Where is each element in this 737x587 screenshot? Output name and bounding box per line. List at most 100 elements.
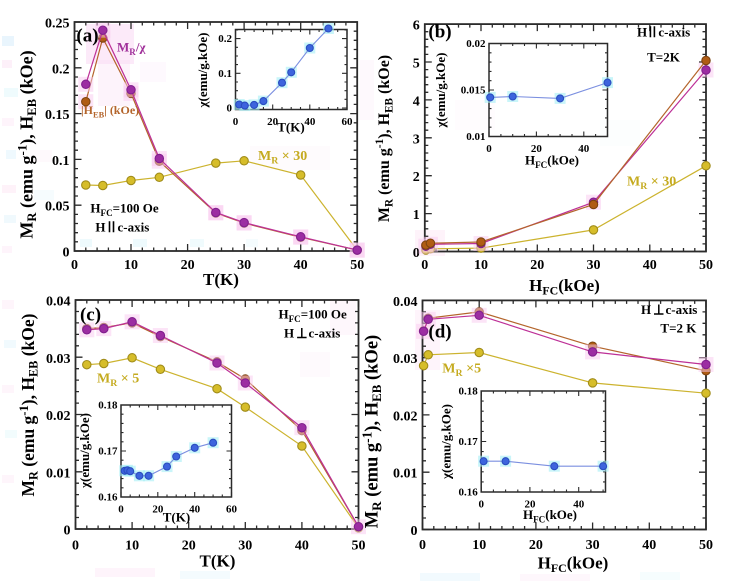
svg-text:HFC​(kOe): HFC​(kOe) [538,554,609,576]
svg-text:0.16: 0.16 [458,487,478,499]
svg-text:0.02: 0.02 [466,38,486,50]
svg-text:MR​ (emu g-1​), HEB​ (kOe): MR​ (emu g-1​), HEB​ (kOe) [17,313,41,496]
svg-text:H: H [641,302,651,317]
svg-text:60: 60 [342,116,354,128]
svg-text:H: H [637,25,647,40]
svg-text:c-axis: c-axis [118,220,150,235]
svg-text:40: 40 [189,504,201,516]
svg-text:T=2 K: T=2 K [660,321,697,336]
svg-text:|HEB​| (kOe): |HEB​| (kOe) [81,103,139,120]
svg-text:T(K): T(K) [277,120,304,135]
svg-text:20: 20 [267,116,279,128]
svg-text:10: 10 [474,258,488,273]
svg-text:40: 40 [295,539,309,554]
svg-text:0: 0 [413,246,420,261]
svg-text:20: 20 [152,504,164,516]
svg-text:χ(emu/g.kOe): χ(emu/g.kOe) [77,413,92,489]
svg-text:4: 4 [413,94,420,109]
svg-text:0: 0 [118,504,124,516]
svg-text:40: 40 [642,538,656,553]
svg-text:0.25: 0.25 [45,17,70,32]
svg-text:0: 0 [227,103,233,115]
svg-text:HFC​(kOe): HFC​(kOe) [529,276,600,298]
svg-text:0.01: 0.01 [466,131,485,143]
svg-text:0.1: 0.1 [218,68,232,80]
svg-text:3: 3 [413,132,420,147]
svg-text:20: 20 [181,258,195,273]
svg-text:T(K): T(K) [203,270,239,289]
svg-text:6: 6 [413,19,420,34]
svg-text:HFC​=100 Oe: HFC​=100 Oe [90,201,159,219]
svg-text:MR​ (emu g-1​), HEB​ (kOe): MR​ (emu g-1​), HEB​ (kOe) [374,55,396,222]
svg-text:0.03: 0.03 [393,352,418,367]
svg-text:40: 40 [304,116,316,128]
svg-text:HFC​=100 Oe: HFC​=100 Oe [279,307,348,325]
svg-text:0: 0 [486,143,492,155]
svg-text:MR​ ×5: MR​ ×5 [442,362,481,380]
svg-text:40: 40 [573,499,585,511]
svg-text:0.17: 0.17 [458,436,478,448]
svg-text:0.18: 0.18 [458,386,478,398]
svg-text:0.2: 0.2 [52,62,70,77]
svg-text:c-axis: c-axis [309,326,341,341]
svg-text:0: 0 [71,258,78,273]
svg-text:χ(emu/g.kOe): χ(emu/g.kOe) [433,53,448,129]
svg-text:0: 0 [64,524,71,539]
svg-text:50: 50 [699,258,713,273]
svg-text:MR​ × 30: MR​ × 30 [258,149,307,167]
svg-text:χ(emu/g.kOe): χ(emu/g.kOe) [195,33,210,109]
svg-text:0: 0 [421,258,428,273]
svg-text:40: 40 [643,258,657,273]
svg-text:MR​ × 30: MR​ × 30 [627,175,676,193]
svg-text:10: 10 [472,538,486,553]
svg-text:0.1: 0.1 [52,154,70,169]
svg-text:30: 30 [586,538,600,553]
svg-text:30: 30 [237,258,251,273]
svg-text:40: 40 [294,258,308,273]
svg-text:10: 10 [124,258,138,273]
svg-text:0.15: 0.15 [45,108,70,123]
svg-text:(c): (c) [80,305,101,326]
svg-text:(b): (b) [428,22,451,43]
svg-text:HFC​(kOe): HFC​(kOe) [525,153,579,171]
svg-text:MR​/χ: MR​/χ [117,40,146,58]
svg-text:0.015: 0.015 [461,85,486,97]
svg-text:0: 0 [419,538,426,553]
svg-text:0: 0 [233,116,239,128]
svg-text:20: 20 [529,538,543,553]
svg-text:0.04: 0.04 [393,295,418,310]
svg-text:T=2K: T=2K [647,50,681,65]
svg-text:20: 20 [182,539,196,554]
svg-text:HFC​(kOe): HFC​(kOe) [523,507,577,525]
svg-text:0.01: 0.01 [46,466,71,481]
svg-text:10: 10 [125,539,139,554]
svg-text:5: 5 [413,57,420,72]
svg-text:H: H [284,326,294,341]
svg-text:0.03: 0.03 [46,352,71,367]
svg-text:MR​ (emu g-1​), HEB​ (kOe): MR​ (emu g-1​), HEB​ (kOe) [360,335,385,528]
svg-text:0.02: 0.02 [393,409,418,424]
svg-text:0.04: 0.04 [46,295,71,310]
svg-text:c-axis: c-axis [658,25,690,40]
svg-text:(a): (a) [76,26,98,47]
svg-text:2: 2 [413,170,420,185]
svg-text:T(K): T(K) [163,510,190,525]
svg-text:0.18: 0.18 [98,400,118,412]
svg-text:H: H [95,220,105,235]
svg-text:0.01: 0.01 [393,467,418,482]
svg-text:0: 0 [63,246,70,261]
svg-text:20: 20 [530,258,544,273]
svg-text:0: 0 [478,499,484,511]
svg-text:χ(emu/g.kOe): χ(emu/g.kOe) [439,404,454,480]
svg-text:30: 30 [238,539,252,554]
svg-text:20: 20 [524,499,536,511]
svg-text:(d): (d) [428,322,451,343]
svg-text:50: 50 [352,539,366,554]
svg-text:1: 1 [413,208,420,223]
svg-text:0.17: 0.17 [98,446,118,458]
svg-text:0: 0 [411,524,418,539]
svg-text:0: 0 [72,539,79,554]
svg-text:60: 60 [226,504,238,516]
svg-text:MR​ (emu g-1​), HEB​ (kOe): MR​ (emu g-1​), HEB​ (kOe) [15,50,40,238]
svg-text:30: 30 [587,258,601,273]
